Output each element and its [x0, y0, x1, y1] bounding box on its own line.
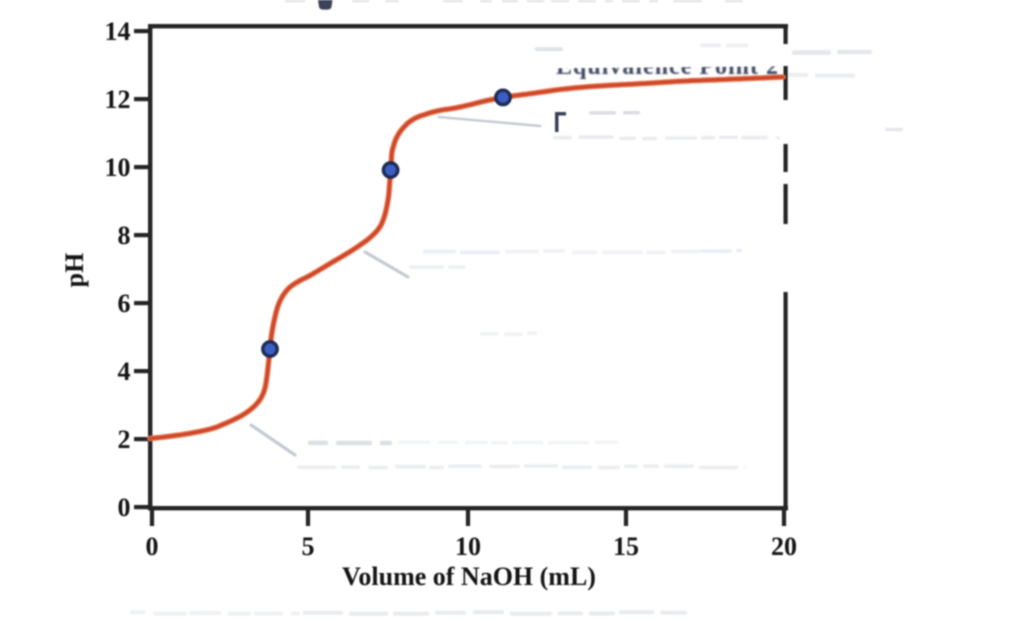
svg-text:14: 14 [105, 17, 131, 46]
svg-text:8: 8 [118, 221, 131, 250]
svg-text:0: 0 [118, 493, 131, 522]
svg-text:0: 0 [146, 532, 159, 561]
svg-text:10: 10 [455, 532, 481, 561]
svg-text:20: 20 [771, 532, 797, 561]
svg-text:Volume of NaOH (mL): Volume of NaOH (mL) [342, 562, 596, 591]
svg-text:5: 5 [302, 532, 315, 561]
svg-text:15: 15 [613, 532, 639, 561]
svg-text:pH: pH [60, 253, 89, 288]
svg-text:6: 6 [118, 289, 131, 318]
svg-text:12: 12 [105, 85, 131, 114]
svg-text:2: 2 [118, 425, 131, 454]
svg-text:4: 4 [118, 357, 131, 386]
svg-text:10: 10 [105, 153, 131, 182]
